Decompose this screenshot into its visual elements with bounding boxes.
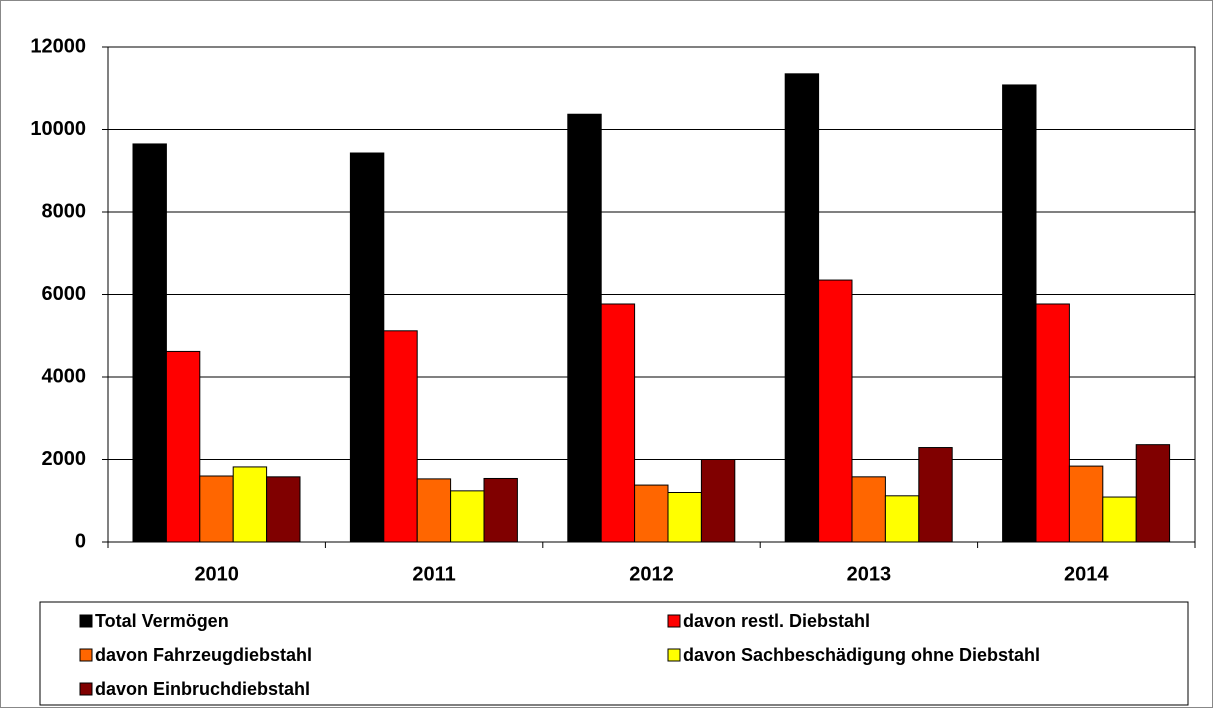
legend-swatch [79,682,93,696]
legend-label: Total Vermögen [95,611,229,631]
legend-box [39,601,1189,706]
bar [918,447,953,543]
y-tick-label: 6000 [42,283,87,305]
bar [165,350,201,543]
legend-label: davon restl. Diebstahl [683,611,870,631]
legend-label: davon Sachbeschädigung ohne Diebstahl [683,645,1040,665]
legend-swatch [667,614,681,628]
x-tick-label: 2013 [847,563,892,585]
bar [700,459,736,543]
bar [634,484,669,543]
bar [1135,444,1171,543]
bar [818,279,853,543]
bar [349,152,385,543]
y-tick-label: 10000 [30,118,86,140]
bar [567,113,602,543]
legend-label: davon Fahrzeugdiebstahl [95,645,312,665]
bar [784,73,820,543]
x-tick-label: 2010 [194,563,239,585]
bar [1035,303,1070,543]
bar [1068,465,1104,543]
legend-swatch [79,614,93,628]
bar [884,495,920,543]
x-tick-label: 2014 [1064,563,1109,585]
legend-swatch [667,648,681,662]
x-tick-label: 2011 [412,563,455,585]
y-tick-label: 4000 [42,365,87,387]
y-tick-label: 2000 [42,448,87,470]
bar [266,476,301,543]
bar [483,477,518,543]
bar [199,475,234,543]
legend-swatch [79,648,93,662]
bar [132,143,167,543]
y-tick-label: 0 [75,530,86,552]
bar [667,492,702,543]
bar [1002,84,1037,543]
x-tick-label: 2012 [629,563,674,585]
bar [450,490,485,543]
bar [383,330,418,543]
legend-label: davon Einbruchdiebstahl [95,679,310,699]
y-tick-label: 12000 [30,35,86,57]
bar [232,466,268,543]
bar [416,478,452,543]
bar [1102,496,1137,543]
bar [851,476,886,543]
bar [600,303,636,543]
y-tick-label: 8000 [42,200,87,222]
